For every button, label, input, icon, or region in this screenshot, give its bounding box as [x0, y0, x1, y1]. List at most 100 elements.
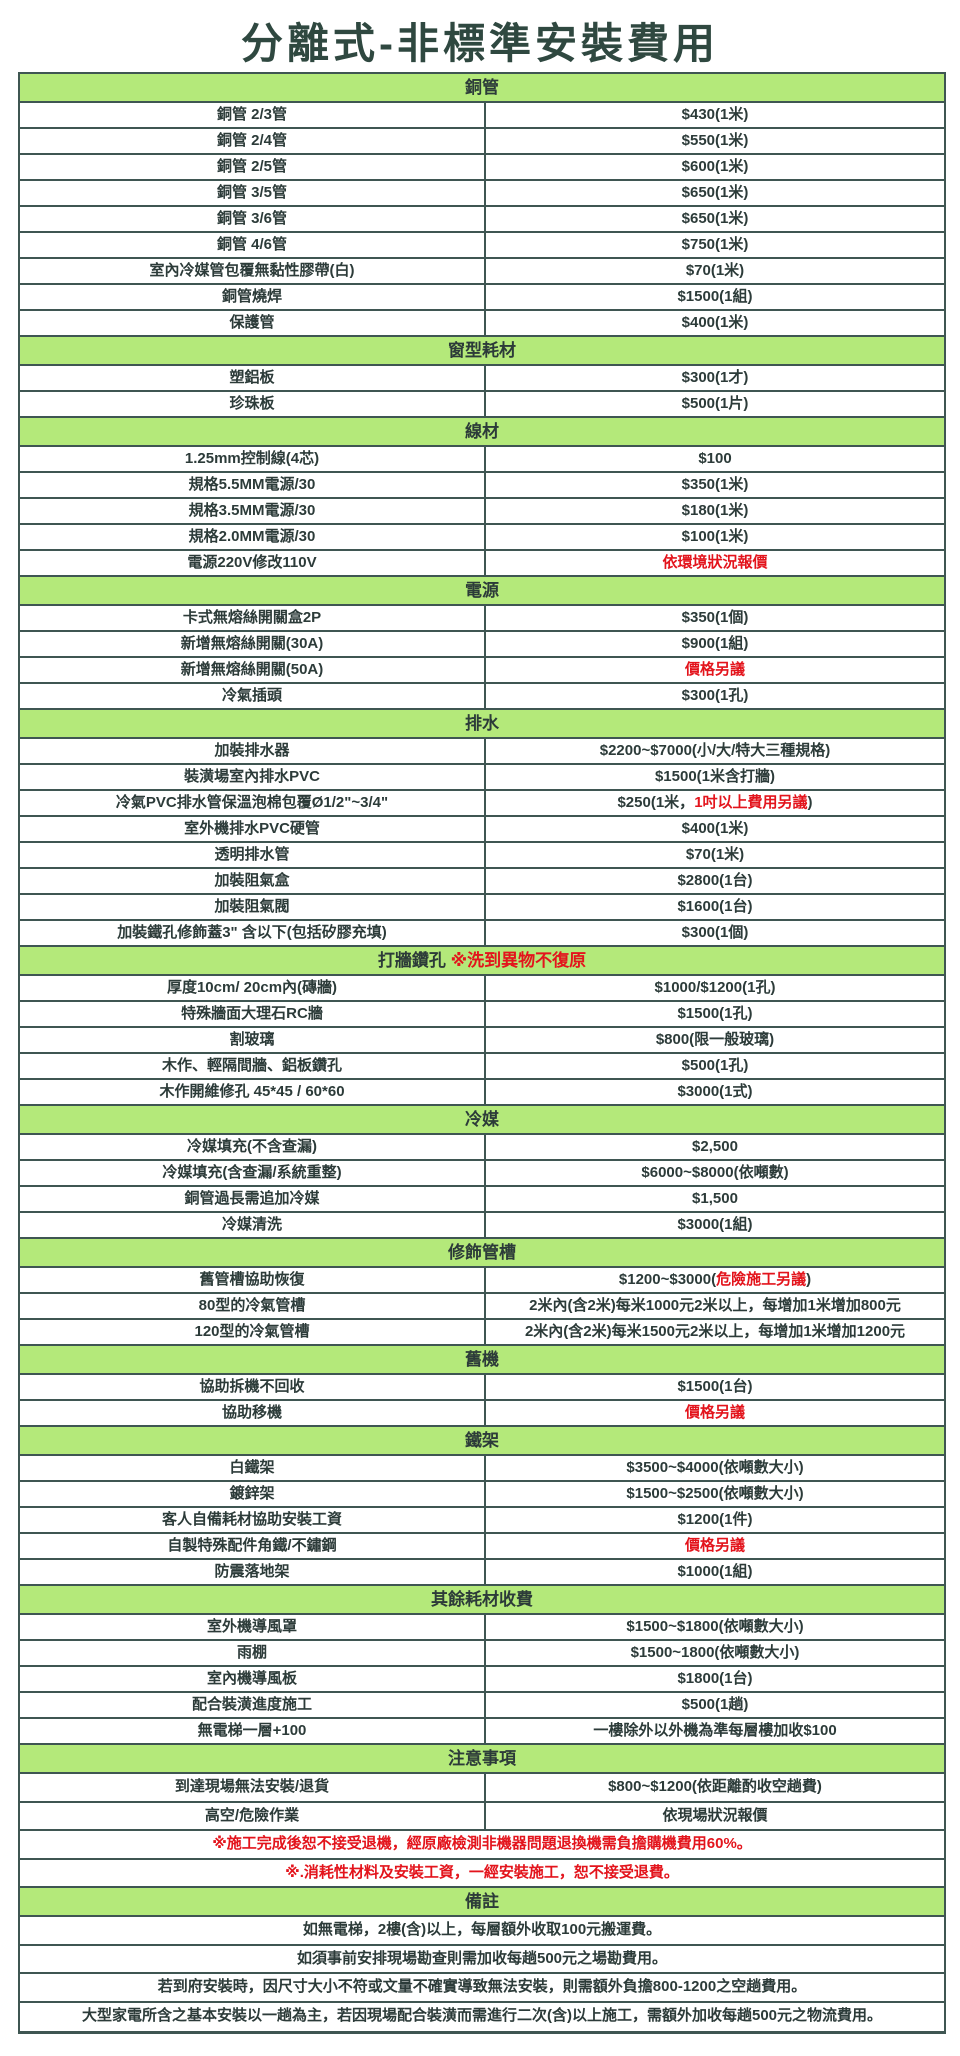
item-price: $350(1米) [486, 473, 944, 497]
item-price: 一樓除外以外機為準每層樓加收$100 [486, 1719, 944, 1743]
table-row: 1.25mm控制線(4芯) $100 [20, 447, 944, 473]
section-header: 備註 [20, 1888, 944, 1917]
item-name: 規格2.0MM電源/30 [20, 525, 486, 549]
table-row: 防震落地架 $1000(1組) [20, 1560, 944, 1586]
section-header: 其餘耗材收費 [20, 1586, 944, 1615]
item-name: 高空/危險作業 [20, 1802, 486, 1829]
table-row: 規格2.0MM電源/30 $100(1米) [20, 525, 944, 551]
price-part: $100 [698, 450, 732, 467]
item-price: $600(1米) [486, 155, 944, 179]
item-name: 加裝排水器 [20, 739, 486, 763]
table-row: 銅管 4/6管 $750(1米) [20, 233, 944, 259]
table-row: 銅管 2/3管 $430(1米) [20, 103, 944, 129]
table-row: 冷氣插頭 $300(1孔) [20, 684, 944, 710]
table-row: 雨棚 $1500~1800(依噸數大小) [20, 1641, 944, 1667]
item-name: 鍍鋅架 [20, 1482, 486, 1506]
page-title: 分離式-非標準安裝費用 [241, 20, 719, 67]
price-part: $800~$1200(依距離酌收空趟費) [608, 1778, 822, 1795]
section-header: 窗型耗材 [20, 337, 944, 366]
table-row: 高空/危險作業 依現場狀況報價 [20, 1802, 944, 1831]
item-price: $100(1米) [486, 525, 944, 549]
section-warning: ※洗到異物不復原 [450, 951, 587, 970]
table-row: ※施工完成後恕不接受退機，經原廠檢測非機器問題退換機需負擔購機費用60%。 [20, 1831, 944, 1860]
item-name: 銅管 2/5管 [20, 155, 486, 179]
table-row: 銅管燒焊 $1500(1組) [20, 285, 944, 311]
item-name: 新增無熔絲開關(50A) [20, 658, 486, 682]
price-part: $6000~$8000(依噸數) [641, 1164, 789, 1181]
price-part: $900(1組) [681, 635, 749, 652]
table-row: 規格3.5MM電源/30 $180(1米) [20, 499, 944, 525]
table-row: 銅管過長需追加冷媒 $1,500 [20, 1187, 944, 1213]
table-row: 冷媒清洗 $3000(1組) [20, 1213, 944, 1239]
item-name: 加裝鐵孔修飾蓋3" 含以下(包括矽膠充填) [20, 921, 486, 945]
section-title: 修飾管槽 [448, 1243, 516, 1262]
price-part: ) [807, 794, 813, 811]
price-part: 價格另議 [684, 1537, 745, 1554]
item-price: $1500(1組) [486, 285, 944, 309]
item-name: 銅管 4/6管 [20, 233, 486, 257]
item-name: 厚度10cm/ 20cm內(磚牆) [20, 976, 486, 1000]
item-price: $900(1組) [486, 632, 944, 656]
price-part: $1800(1台) [677, 1670, 753, 1687]
item-name: 塑鋁板 [20, 366, 486, 390]
price-table: 銅管 銅管 2/3管 $430(1米) 銅管 2/4管 $550(1米) 銅管 2/5管 $… [18, 72, 946, 2034]
item-name: 室外機導風罩 [20, 1615, 486, 1639]
item-price: $1500(1米含打牆) [486, 765, 944, 789]
item-name: 冷媒填充(不含查漏) [20, 1135, 486, 1159]
price-part: $1500(1組) [677, 288, 753, 305]
item-name: 木作、輕隔間牆、鋁板鑽孔 [20, 1054, 486, 1078]
price-part: $350(1個) [681, 609, 749, 626]
item-price: $1600(1台) [486, 895, 944, 919]
item-price: $180(1米) [486, 499, 944, 523]
table-row: 鍍鋅架 $1500~$2500(依噸數大小) [20, 1482, 944, 1508]
price-part: 價格另議 [684, 661, 745, 678]
section-header: 舊機 [20, 1346, 944, 1375]
item-name: 新增無熔絲開關(30A) [20, 632, 486, 656]
table-row: 自製特殊配件角鐵/不鏽鋼 價格另議 [20, 1534, 944, 1560]
item-name: 冷媒填充(含查漏/系統重整) [20, 1161, 486, 1185]
price-part: $550(1米) [681, 132, 749, 149]
table-row: 客人自備耗材協助安裝工資 $1200(1件) [20, 1508, 944, 1534]
item-name: 木作開維修孔 45*45 / 60*60 [20, 1080, 486, 1104]
item-price: 2米內(含2米)每米1500元2米以上，每增加1米增加1200元 [486, 1320, 944, 1344]
item-price: $1,500 [486, 1187, 944, 1211]
item-price: $400(1米) [486, 311, 944, 335]
item-name: 卡式無熔絲開關盒2P [20, 606, 486, 630]
price-part: $500(1片) [681, 395, 749, 412]
section-title: 窗型耗材 [448, 341, 516, 360]
price-part: 1吋以上費用另議 [694, 794, 808, 811]
item-price: $500(1趟) [486, 1693, 944, 1717]
section-title: 線材 [465, 422, 499, 441]
table-row: 協助拆機不回收 $1500(1台) [20, 1375, 944, 1401]
item-price: $300(1個) [486, 921, 944, 945]
item-price: $500(1孔) [486, 1054, 944, 1078]
section-title: 其餘耗材收費 [431, 1590, 533, 1609]
section-header: 鐵架 [20, 1427, 944, 1456]
price-part: $1200~$3000( [618, 1271, 717, 1288]
item-name: 協助拆機不回收 [20, 1375, 486, 1399]
item-price: $70(1米) [486, 843, 944, 867]
table-row: 室內機導風板 $1800(1台) [20, 1667, 944, 1693]
table-row: 加裝阻氣閥 $1600(1台) [20, 895, 944, 921]
item-name: 銅管 2/3管 [20, 103, 486, 127]
note-text: ※.消耗性材料及安裝工資，一經安裝施工，恕不接受退費。 [285, 1863, 679, 1881]
table-row: 冷氣PVC排水管保溫泡棉包覆Ø1/2"~3/4" $250(1米，1吋以上費用另議… [20, 791, 944, 817]
section-title: 冷媒 [465, 1110, 499, 1129]
table-row: 如須事前安排現場勘查則需加收每趟500元之場勘費用。 [20, 1946, 944, 1974]
item-name: 特殊牆面大理石RC牆 [20, 1002, 486, 1026]
table-row: 室外機排水PVC硬管 $400(1米) [20, 817, 944, 843]
price-part: $100(1米) [681, 528, 749, 545]
item-name: 銅管過長需追加冷媒 [20, 1187, 486, 1211]
item-name: 加裝阻氣閥 [20, 895, 486, 919]
item-price: $1200(1件) [486, 1508, 944, 1532]
table-row: 珍珠板 $500(1片) [20, 392, 944, 418]
price-part: $650(1米) [681, 210, 749, 227]
note-text: ※施工完成後恕不接受退機，經原廠檢測非機器問題退換機需負擔購機費用60%。 [212, 1835, 752, 1852]
table-row: 冷媒填充(不含查漏) $2,500 [20, 1135, 944, 1161]
item-price: 價格另議 [486, 658, 944, 682]
item-price: $650(1米) [486, 207, 944, 231]
price-part: $300(1孔) [681, 687, 749, 704]
price-part: $1500~$2500(依噸數大小) [626, 1485, 804, 1502]
table-row: 新增無熔絲開關(30A) $900(1組) [20, 632, 944, 658]
item-name: 銅管 2/4管 [20, 129, 486, 153]
